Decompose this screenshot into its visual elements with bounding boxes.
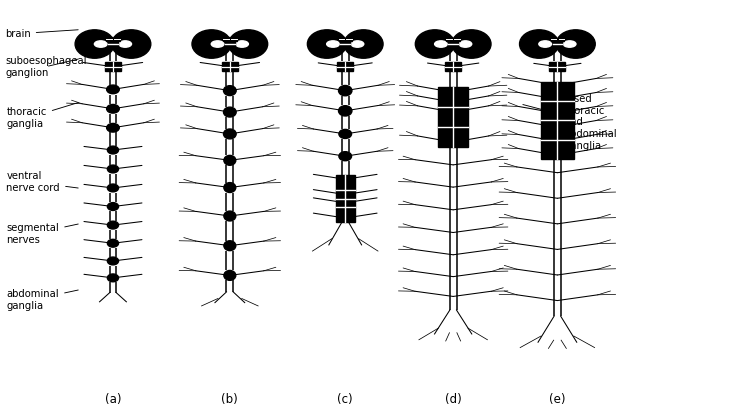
Ellipse shape	[224, 129, 236, 139]
Bar	[346, 37, 352, 41]
Bar	[446, 37, 452, 41]
Ellipse shape	[224, 107, 236, 117]
Ellipse shape	[224, 241, 236, 251]
Ellipse shape	[563, 41, 576, 47]
Ellipse shape	[211, 41, 224, 47]
Bar	[338, 37, 344, 41]
Ellipse shape	[112, 30, 151, 58]
Bar	[553, 40, 562, 48]
Ellipse shape	[308, 30, 347, 58]
Bar	[223, 37, 229, 41]
Ellipse shape	[106, 85, 119, 94]
Bar	[106, 37, 112, 41]
Text: fused
thoracic
and
abdominal
ganglia: fused thoracic and abdominal ganglia	[523, 94, 617, 150]
Bar	[454, 37, 460, 41]
Ellipse shape	[434, 41, 447, 47]
Bar	[108, 40, 118, 48]
Ellipse shape	[107, 203, 118, 210]
Text: (e): (e)	[549, 393, 566, 406]
Text: (a): (a)	[105, 393, 122, 406]
Ellipse shape	[106, 123, 119, 132]
Ellipse shape	[339, 130, 352, 138]
Bar	[550, 37, 556, 41]
Ellipse shape	[107, 274, 118, 282]
Bar	[222, 62, 238, 71]
Ellipse shape	[107, 165, 118, 173]
Ellipse shape	[107, 257, 118, 265]
Ellipse shape	[107, 221, 118, 229]
Ellipse shape	[338, 106, 352, 116]
Ellipse shape	[538, 41, 551, 47]
Bar	[231, 37, 236, 41]
Bar	[448, 40, 458, 48]
Text: segmental
nerves: segmental nerves	[7, 223, 78, 245]
Bar	[438, 87, 468, 147]
Ellipse shape	[338, 85, 352, 96]
Bar	[335, 175, 355, 222]
Ellipse shape	[416, 30, 454, 58]
Ellipse shape	[452, 30, 491, 58]
Bar	[541, 82, 574, 159]
Ellipse shape	[236, 41, 248, 47]
Text: abdominal
ganglia: abdominal ganglia	[7, 289, 78, 311]
Ellipse shape	[224, 86, 236, 96]
Ellipse shape	[520, 30, 559, 58]
Bar	[338, 62, 353, 71]
Ellipse shape	[118, 41, 131, 47]
Bar	[114, 37, 120, 41]
Ellipse shape	[106, 104, 119, 113]
Bar	[105, 62, 121, 71]
Ellipse shape	[229, 30, 268, 58]
Bar	[550, 62, 566, 71]
Ellipse shape	[107, 146, 118, 154]
Ellipse shape	[351, 41, 364, 47]
Text: thoracic
ganglia: thoracic ganglia	[7, 102, 78, 129]
Text: suboesophageal
ganglion: suboesophageal ganglion	[5, 56, 86, 77]
Ellipse shape	[75, 30, 114, 58]
Ellipse shape	[107, 184, 118, 192]
Ellipse shape	[224, 211, 236, 221]
Text: (d): (d)	[445, 393, 461, 406]
Text: brain: brain	[5, 29, 78, 39]
Ellipse shape	[344, 30, 383, 58]
Text: ventral
nerve cord: ventral nerve cord	[7, 171, 78, 193]
Bar	[446, 62, 461, 71]
Ellipse shape	[556, 30, 596, 58]
Ellipse shape	[224, 270, 236, 280]
Ellipse shape	[94, 41, 107, 47]
Ellipse shape	[459, 41, 472, 47]
Bar	[225, 40, 235, 48]
Ellipse shape	[192, 30, 231, 58]
Ellipse shape	[224, 155, 236, 165]
Ellipse shape	[224, 183, 236, 193]
Bar	[340, 40, 350, 48]
Ellipse shape	[339, 152, 352, 161]
Text: (c): (c)	[338, 393, 353, 406]
Ellipse shape	[107, 240, 118, 247]
Ellipse shape	[327, 41, 339, 47]
Bar	[559, 37, 564, 41]
Text: (b): (b)	[221, 393, 238, 406]
